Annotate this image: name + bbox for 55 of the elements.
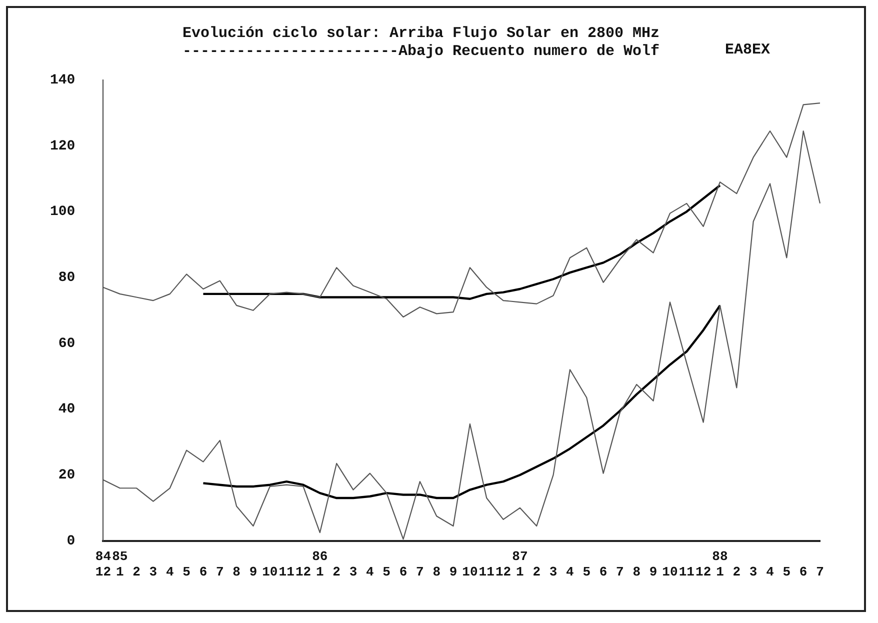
x-tick-label: 7 xyxy=(616,564,624,580)
x-tick-label: 5 xyxy=(782,564,791,580)
y-tick-label: 100 xyxy=(50,204,76,220)
x-tick-label: 3 xyxy=(349,564,358,580)
x-tick-label: 2 xyxy=(332,564,341,580)
x-tick-label: 4 xyxy=(366,564,374,580)
x-tick-label: 11 xyxy=(678,564,695,580)
chart-title: Evolución ciclo solar: Arriba Flujo Solar en 2800 MHz xyxy=(182,24,660,42)
x-tick-label: 10 xyxy=(662,564,678,580)
y-tick-label: 40 xyxy=(58,402,76,418)
chart-subtitle: ------------------------Abajo Recuento numero de Wolf xyxy=(182,42,660,60)
x-tick-label: 8 xyxy=(232,564,241,580)
y-tick-label: 20 xyxy=(58,468,76,484)
y-tick-label: 140 xyxy=(50,72,76,89)
x-tick-label: 7 xyxy=(416,564,424,580)
x-tick-label: 8 xyxy=(632,564,641,580)
x-tick-label: 6 xyxy=(599,564,608,580)
x-tick-label: 12 xyxy=(696,564,712,580)
x-tick-label: 9 xyxy=(649,564,658,580)
y-tick-label: 0 xyxy=(66,533,76,550)
x-tick-label: 5 xyxy=(182,564,191,580)
x-tick-label: 3 xyxy=(149,564,158,580)
x-tick-label: 2 xyxy=(532,564,541,580)
x-tick-label: 6 xyxy=(199,564,208,580)
x-tick-label: 8 xyxy=(432,564,441,580)
x-tick-label: 10 xyxy=(262,564,278,580)
x-tick-label: 4 xyxy=(566,564,574,580)
x-tick-label: 2 xyxy=(132,564,141,580)
x-tick-label: 7 xyxy=(216,564,224,580)
x-tick-label: 5 xyxy=(382,564,391,580)
x-tick-label: 5 xyxy=(582,564,591,580)
x-tick-label: 3 xyxy=(549,564,558,580)
x-tick-label: 4 xyxy=(166,564,174,580)
x-tick-label: 6 xyxy=(399,564,408,580)
y-tick-label: 120 xyxy=(50,138,76,154)
x-tick-label: 7 xyxy=(816,564,824,580)
y-tick-label: 60 xyxy=(58,336,76,352)
x-tick-label: 9 xyxy=(449,564,458,580)
x-tick-label: 10 xyxy=(462,564,478,580)
x-tick-label: 9 xyxy=(249,564,258,580)
x-tick-label: 4 xyxy=(766,564,774,580)
x-tick-label: 12 xyxy=(295,564,312,580)
x-tick-label: 12 xyxy=(495,564,512,580)
x-tick-label: 86 1 xyxy=(312,548,328,580)
x-tick-label: 2 xyxy=(732,564,741,580)
y-tick-label: 80 xyxy=(58,270,76,286)
x-tick-label: 88 1 xyxy=(712,548,728,580)
x-tick-label: 87 1 xyxy=(512,548,528,580)
x-tick-label: 85 1 xyxy=(112,548,128,580)
x-tick-label: 3 xyxy=(749,564,758,580)
x-tick-label: 11 xyxy=(278,564,295,580)
x-tick-label: 84 12 xyxy=(95,548,112,580)
x-tick-label: 6 xyxy=(799,564,808,580)
text: EA8EX xyxy=(724,41,770,58)
x-tick-label: 11 xyxy=(478,564,495,580)
